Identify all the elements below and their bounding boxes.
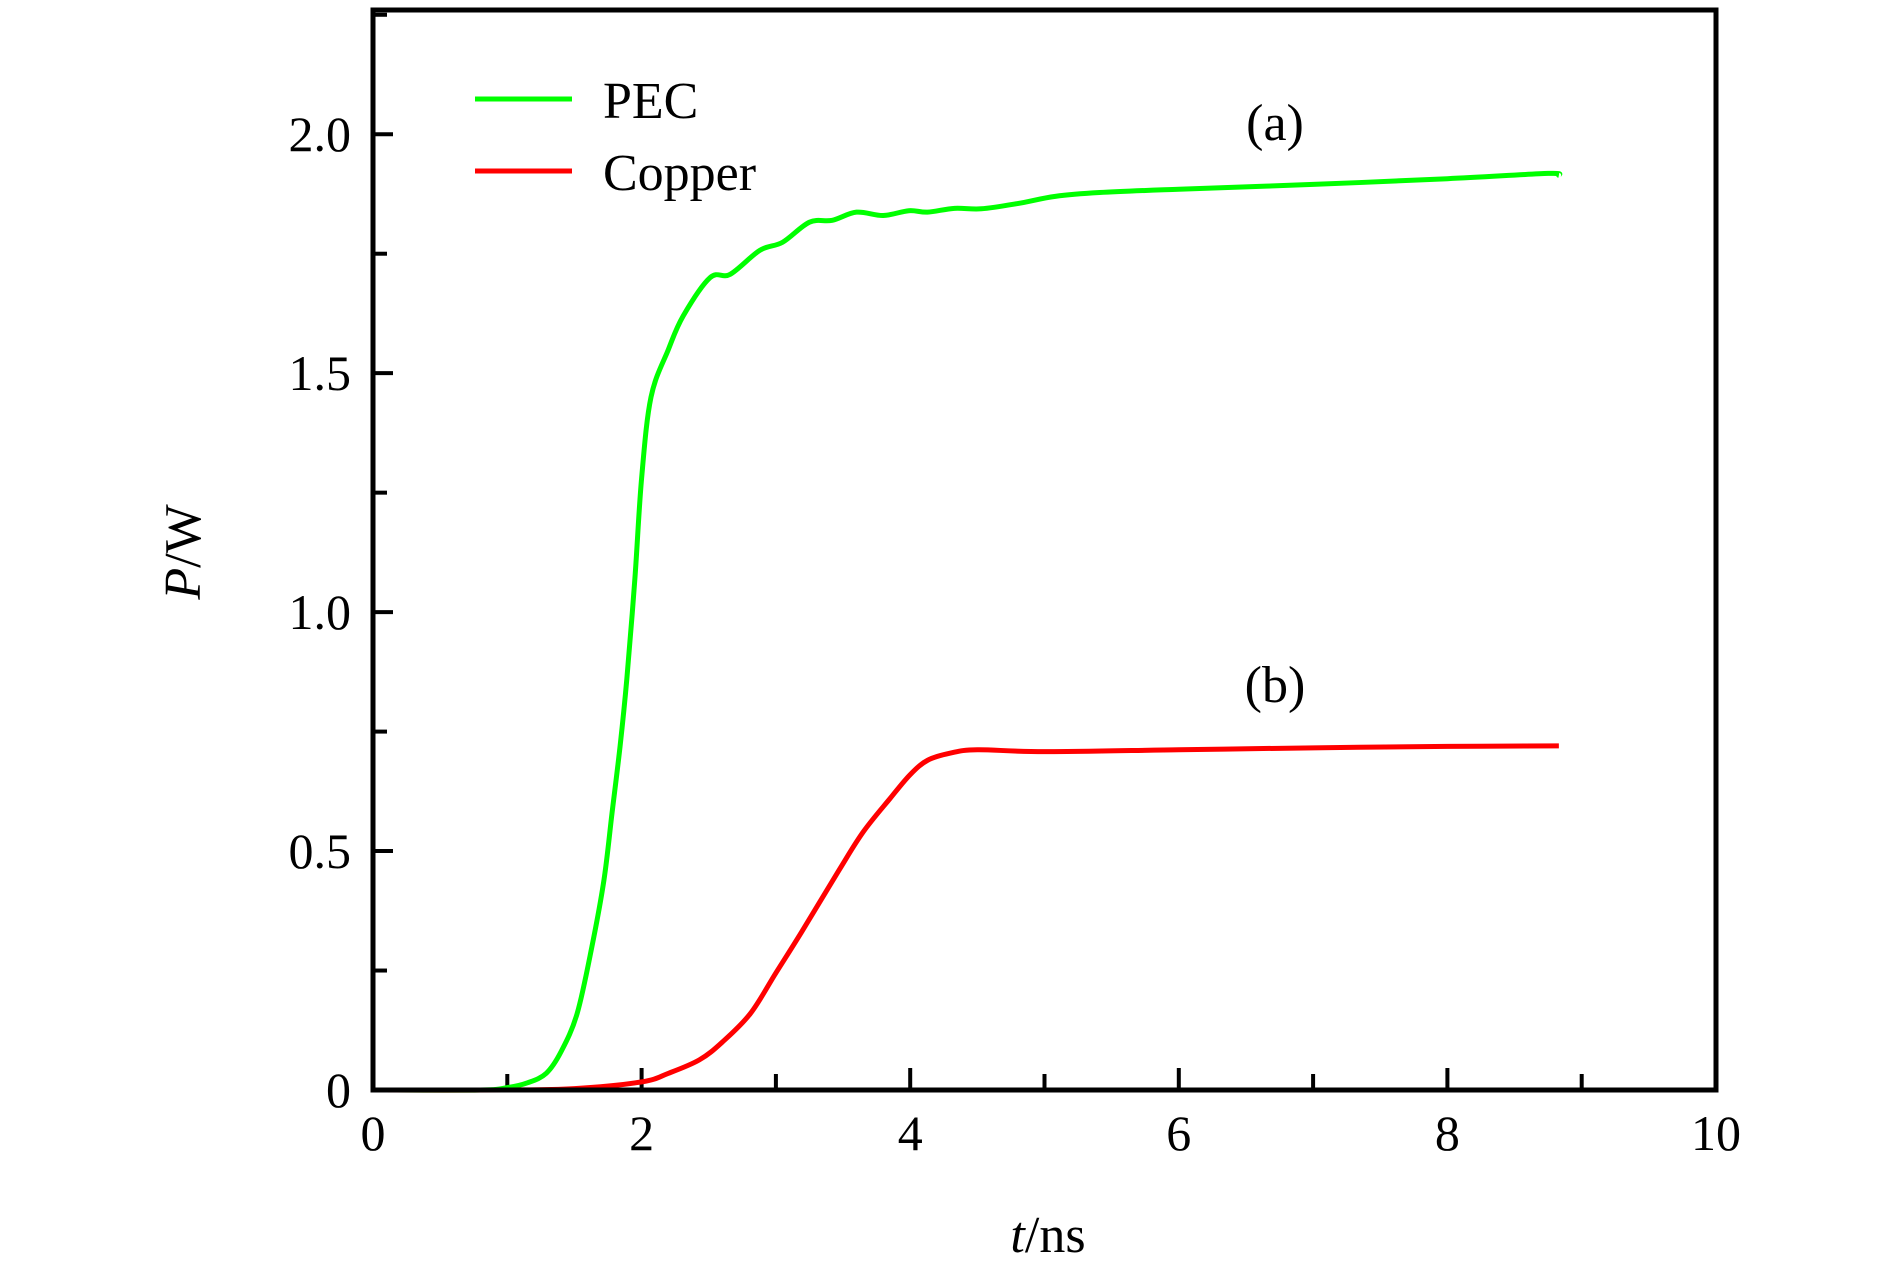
x-axis-label: t/ns bbox=[1010, 1207, 1085, 1264]
x-axis-label-unit: /ns bbox=[1025, 1207, 1086, 1264]
series-lines bbox=[372, 170, 1563, 1093]
y-tick-label: 0.5 bbox=[289, 823, 352, 879]
legend-label-copper: Copper bbox=[603, 145, 756, 202]
x-tick-label: 4 bbox=[898, 1105, 923, 1161]
y-axis-label: P/W bbox=[155, 504, 212, 600]
y-tick-label: 1.5 bbox=[289, 345, 352, 401]
x-tick-label: 2 bbox=[629, 1105, 654, 1161]
x-tick-label: 0 bbox=[361, 1105, 386, 1161]
y-axis-label-unit: /W bbox=[155, 504, 212, 568]
y-tick-label: 2.0 bbox=[289, 106, 352, 162]
x-tick-label: 10 bbox=[1691, 1105, 1741, 1161]
y-tick-label: 1.0 bbox=[289, 584, 352, 640]
annotation-b: (b) bbox=[1245, 657, 1306, 714]
plot-frame bbox=[370, 7, 1719, 1093]
legend: PEC Copper bbox=[475, 73, 756, 202]
x-axis-label-var: t bbox=[1010, 1207, 1026, 1264]
x-tick-label: 8 bbox=[1435, 1105, 1460, 1161]
annotation-a: (a) bbox=[1246, 95, 1304, 152]
series-line-pec bbox=[372, 170, 1563, 1093]
x-tick-label: 6 bbox=[1166, 1105, 1191, 1161]
tick-labels: 0 2 4 6 8 10 0 0.5 1.0 1.5 2.0 bbox=[289, 106, 1742, 1161]
legend-label-pec: PEC bbox=[603, 73, 698, 130]
series-line-copper bbox=[372, 743, 1559, 1093]
y-axis-label-var: P bbox=[155, 568, 212, 601]
y-tick-label: 0 bbox=[326, 1062, 351, 1118]
